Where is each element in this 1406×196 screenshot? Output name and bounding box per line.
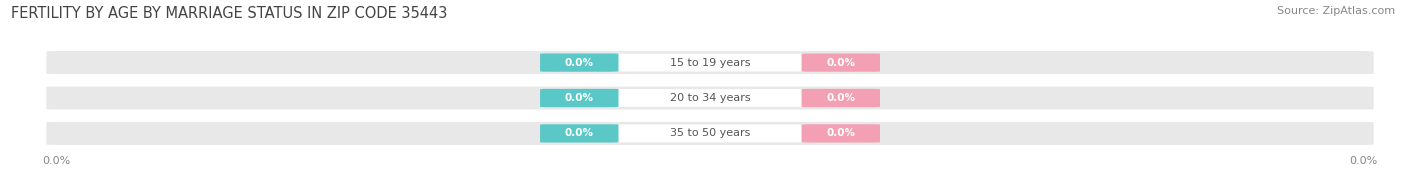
FancyBboxPatch shape	[46, 122, 1374, 145]
Text: 0.0%: 0.0%	[565, 128, 593, 138]
Text: FERTILITY BY AGE BY MARRIAGE STATUS IN ZIP CODE 35443: FERTILITY BY AGE BY MARRIAGE STATUS IN Z…	[11, 6, 447, 21]
FancyBboxPatch shape	[801, 54, 880, 72]
FancyBboxPatch shape	[46, 86, 1374, 110]
Text: 35 to 50 years: 35 to 50 years	[669, 128, 751, 138]
Text: 15 to 19 years: 15 to 19 years	[669, 58, 751, 68]
Text: Source: ZipAtlas.com: Source: ZipAtlas.com	[1277, 6, 1395, 16]
FancyBboxPatch shape	[612, 124, 808, 142]
Text: 0.0%: 0.0%	[827, 93, 855, 103]
FancyBboxPatch shape	[612, 89, 808, 107]
Text: 0.0%: 0.0%	[827, 58, 855, 68]
FancyBboxPatch shape	[540, 89, 619, 107]
FancyBboxPatch shape	[801, 89, 880, 107]
FancyBboxPatch shape	[612, 54, 808, 72]
Text: 0.0%: 0.0%	[565, 58, 593, 68]
Text: 0.0%: 0.0%	[565, 93, 593, 103]
FancyBboxPatch shape	[801, 124, 880, 142]
Text: 0.0%: 0.0%	[827, 128, 855, 138]
FancyBboxPatch shape	[540, 54, 619, 72]
FancyBboxPatch shape	[46, 51, 1374, 74]
FancyBboxPatch shape	[540, 124, 619, 142]
Text: 20 to 34 years: 20 to 34 years	[669, 93, 751, 103]
